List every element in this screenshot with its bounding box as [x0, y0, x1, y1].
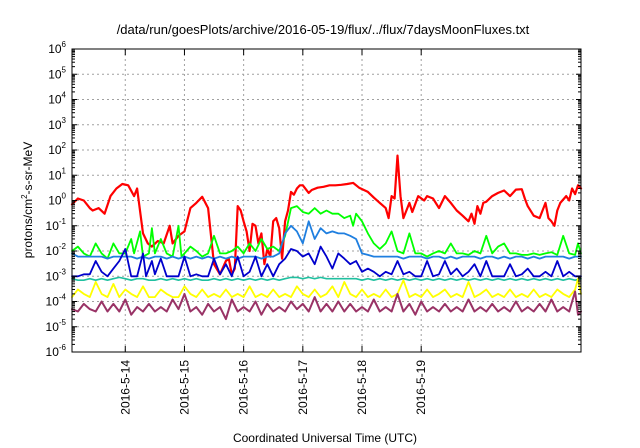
x-axis: 2016-5-14 2016-5-15 2016-5-16 2016-5-17 2016… [118, 49, 428, 415]
y-axis: 10-6 10-5 10-4 10-3 10-2 10-1 100 101 102 103 104 1… [46, 40, 581, 359]
y-axis-label-sup: 2 [20, 194, 29, 199]
grid [72, 49, 581, 352]
y-tick-label: 104 [48, 91, 66, 107]
series-line-5 [71, 277, 582, 299]
series-line-4 [71, 276, 582, 282]
series-line-2 [71, 220, 582, 260]
series-line-3 [71, 245, 582, 278]
y-axis-label-base: protons/cm [21, 199, 35, 258]
series-line-6 [71, 290, 582, 321]
y-tick-label: 101 [48, 166, 66, 182]
y-tick-label: 10-2 [46, 242, 67, 258]
x-tick-label: 2016-5-14 [118, 360, 132, 415]
y-tick-label: 10-3 [46, 267, 67, 283]
y-tick-label: 105 [48, 65, 66, 81]
y-tick-label: 10-1 [46, 217, 67, 233]
series-group [70, 154, 583, 321]
y-tick-label: 10-5 [46, 318, 67, 334]
x-tick-label: 2016-5-19 [414, 360, 428, 415]
series-line-1 [71, 205, 582, 260]
y-tick-label: 100 [48, 192, 66, 208]
y-axis-label-rest: -s-sr-MeV [21, 142, 35, 195]
y-tick-label: 10-4 [46, 293, 67, 309]
x-tick-label: 2016-5-15 [177, 360, 191, 415]
x-tick-label: 2016-5-16 [237, 360, 251, 415]
x-tick-label: 2016-5-17 [296, 360, 310, 415]
y-axis-label: protons/cm2-s-sr-MeV [20, 142, 35, 258]
x-tick-label: 2016-5-18 [355, 360, 369, 415]
y-tick-label: 103 [48, 116, 66, 132]
y-tick-label: 10-6 [46, 343, 67, 359]
y-tick-label: 106 [48, 40, 66, 56]
chart-title: /data/run/goesPlots/archive/2016-05-19/f… [117, 22, 530, 37]
y-tick-label: 102 [48, 141, 66, 157]
x-axis-label: Coordinated Universal Time (UTC) [233, 431, 417, 445]
series-line-0 [70, 154, 583, 276]
